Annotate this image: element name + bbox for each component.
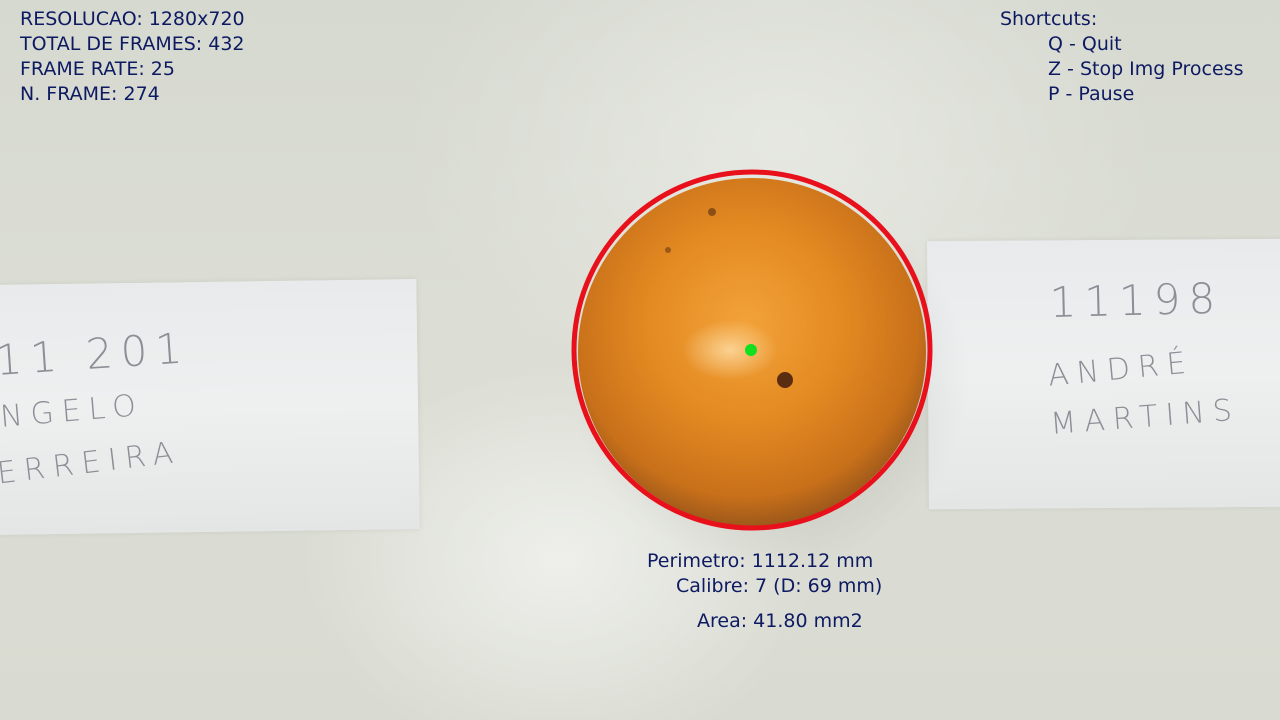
fruit-highlight <box>682 320 778 380</box>
area-label: Area: 41.80 mm2 <box>697 610 863 632</box>
caliber-label: Calibre: 7 (D: 69 mm) <box>676 575 883 597</box>
shortcuts-title: Shortcuts: <box>1000 8 1098 30</box>
resolution-label: RESOLUCAO: 1280x720 <box>20 8 245 30</box>
fruit-blemish <box>777 372 793 388</box>
fruit-spot <box>665 247 671 253</box>
video-stats: RESOLUCAO: 1280x720 TOTAL DE FRAMES: 432… <box>20 7 245 107</box>
shortcut-quit: Q - Quit <box>1048 33 1122 55</box>
total-frames-label: TOTAL DE FRAMES: 432 <box>20 33 245 55</box>
center-marker <box>745 344 757 356</box>
fruit-spot <box>708 208 716 216</box>
frame-number-label: N. FRAME: 274 <box>20 83 160 105</box>
detection-circle <box>571 169 933 531</box>
shortcut-pause: P - Pause <box>1048 83 1135 105</box>
shortcuts-list: Q - Quit Z - Stop Img Process P - Pause <box>1048 32 1243 107</box>
frame-rate-label: FRAME RATE: 25 <box>20 58 175 80</box>
perimeter-label: Perimetro: 1112.12 mm <box>647 550 874 572</box>
shortcut-stop-img-process: Z - Stop Img Process <box>1048 58 1244 80</box>
